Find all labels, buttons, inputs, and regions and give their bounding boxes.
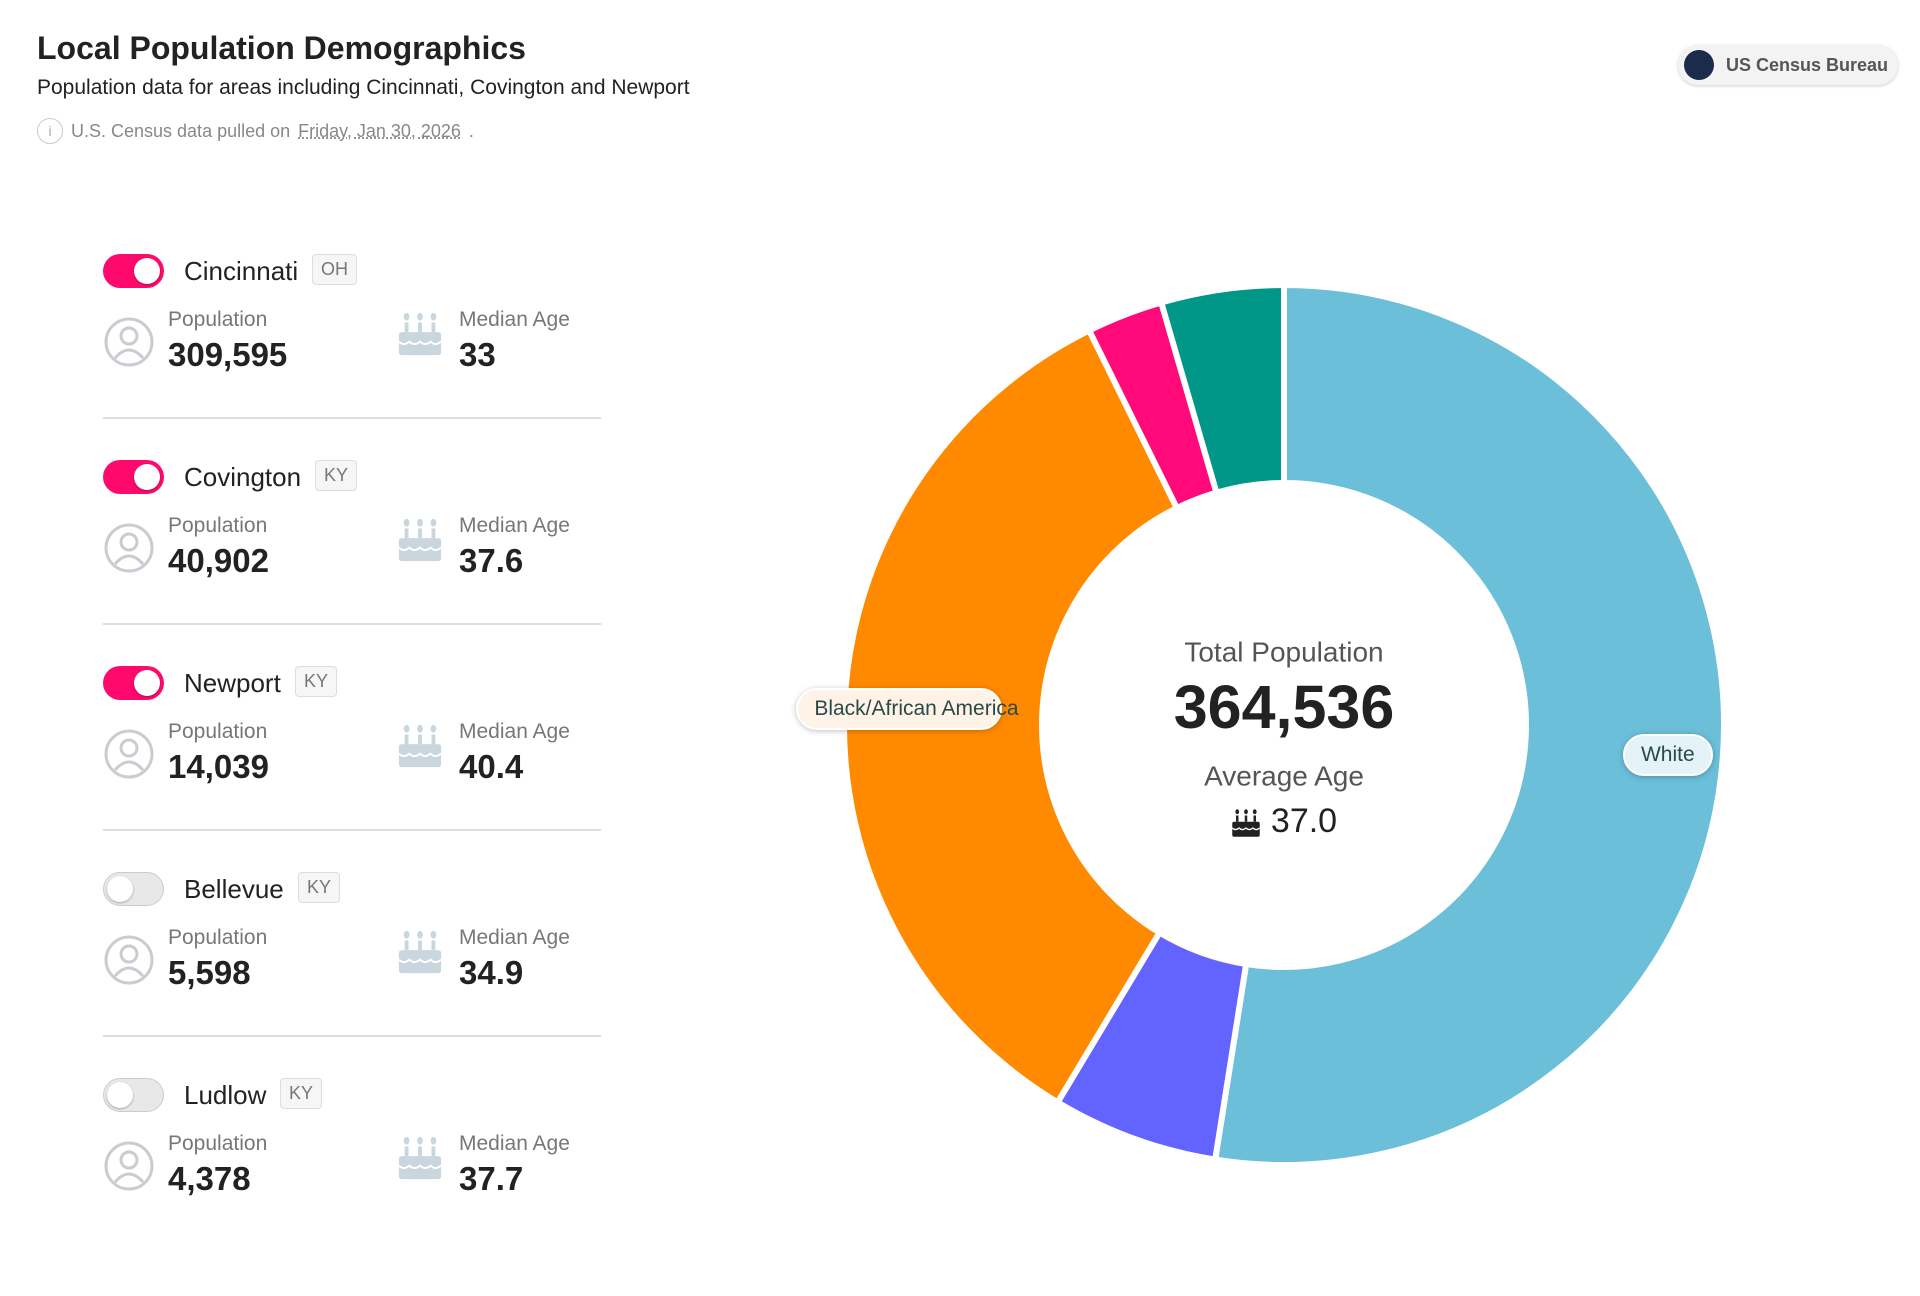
city-name: Cincinnati — [184, 256, 299, 286]
segment-label-text: Black/African American — [796, 688, 1019, 731]
person-icon — [104, 935, 154, 985]
cake-icon — [398, 518, 442, 562]
person-icon — [104, 1141, 154, 1191]
state-badge: KY — [315, 460, 358, 491]
population-value: 4,378 — [168, 1160, 251, 1197]
median-age-label: Median Age — [459, 720, 570, 743]
divider — [103, 417, 601, 419]
state-badge: OH — [312, 254, 357, 285]
center-value: 364,536 — [1174, 673, 1395, 741]
toggle[interactable] — [103, 460, 164, 494]
toggle[interactable] — [103, 872, 164, 906]
toggle-knob — [107, 876, 133, 902]
toggle[interactable] — [103, 666, 164, 700]
segment-label-text: White — [1622, 734, 1713, 777]
median-age-label: Median Age — [459, 926, 570, 949]
population-value: 309,595 — [168, 336, 288, 373]
source-logo — [1684, 50, 1714, 80]
divider — [103, 829, 601, 831]
center-subtitle: Average Age — [1204, 760, 1364, 791]
median-age-value: 40.4 — [459, 748, 524, 785]
median-age-value: 37.7 — [459, 1160, 524, 1197]
segment-label-box: Black/African American — [779, 669, 1019, 749]
median-age-label: Median Age — [459, 308, 570, 331]
divider — [103, 623, 601, 625]
population-label: Population — [168, 720, 268, 743]
person-icon — [104, 729, 154, 779]
population-value: 14,039 — [168, 748, 269, 785]
median-age-value: 33 — [459, 336, 496, 373]
cake-icon — [398, 1136, 442, 1180]
city-name: Covington — [184, 462, 302, 492]
note: i U.S. Census data pulled on Friday, Jan… — [37, 118, 474, 144]
segment-label: White — [1548, 715, 1788, 795]
cake-icon — [398, 724, 442, 768]
toggle-knob — [134, 258, 160, 284]
population-value: 40,902 — [168, 542, 269, 579]
population-value: 5,598 — [168, 954, 251, 991]
cake-icon — [1231, 809, 1261, 837]
city-name: Bellevue — [184, 874, 284, 904]
city-name: Newport — [184, 668, 281, 698]
toggle[interactable] — [103, 1078, 164, 1112]
median-age-value: 34.9 — [459, 954, 524, 991]
toggle-knob — [134, 670, 160, 696]
segment-label-box: White — [1548, 715, 1788, 795]
label-wrap: Black/African American — [779, 669, 1019, 749]
median-age-value: 37.6 — [459, 542, 524, 579]
person-icon — [104, 317, 154, 367]
state-badge: KY — [295, 666, 338, 697]
info-icon: i — [37, 118, 63, 144]
toggle[interactable] — [103, 254, 164, 288]
toggle-knob — [134, 464, 160, 490]
cake-icon — [398, 312, 442, 356]
source-name: US Census Bureau — [1726, 54, 1889, 75]
population-label: Population — [168, 1132, 268, 1155]
segment-label: Black/African American — [779, 669, 1019, 749]
note-date: Friday, Jan 30, 2026 — [298, 120, 461, 141]
note-text: U.S. Census data pulled on — [71, 120, 291, 141]
cake-icon — [398, 930, 442, 974]
source-badge[interactable]: US Census Bureau — [1678, 45, 1898, 85]
donut-segment — [1157, 281, 1287, 497]
title: Local Population Demographics — [37, 30, 526, 66]
subtitle: Population data for areas including Cinc… — [37, 76, 690, 99]
population-label: Population — [168, 308, 268, 331]
state-badge: KY — [280, 1078, 323, 1109]
toggle-knob — [107, 1082, 133, 1108]
population-label: Population — [168, 514, 268, 537]
donut-segment — [1211, 281, 1728, 1168]
median-age-label: Median Age — [459, 1132, 570, 1155]
population-label: Population — [168, 926, 268, 949]
center-title: Total Population — [1184, 636, 1383, 667]
center-age: 37.0 — [1271, 802, 1337, 840]
note-suffix: . — [468, 120, 474, 141]
donut-segment — [841, 326, 1181, 1107]
label-wrap: White — [1548, 715, 1788, 795]
median-age-label: Median Age — [459, 514, 570, 537]
state-badge: KY — [298, 872, 341, 903]
city-name: Ludlow — [184, 1080, 267, 1110]
divider — [103, 1035, 601, 1037]
person-icon — [104, 523, 154, 573]
